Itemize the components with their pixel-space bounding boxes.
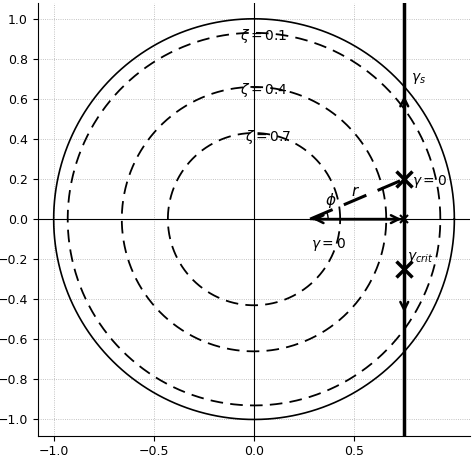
- Text: $\zeta = 0.7$: $\zeta = 0.7$: [245, 128, 291, 146]
- Text: $\gamma_s$: $\gamma_s$: [411, 71, 427, 86]
- Text: $\phi$: $\phi$: [325, 191, 337, 210]
- Text: $\gamma = 0$: $\gamma = 0$: [412, 172, 447, 189]
- Text: $\gamma_{crit}$: $\gamma_{crit}$: [407, 250, 434, 265]
- Text: $r$: $r$: [351, 185, 360, 199]
- Text: $\zeta = 0.4$: $\zeta = 0.4$: [240, 81, 288, 99]
- Text: $\gamma = 0$: $\gamma = 0$: [310, 236, 346, 253]
- Text: $\zeta = 0.1$: $\zeta = 0.1$: [240, 27, 288, 45]
